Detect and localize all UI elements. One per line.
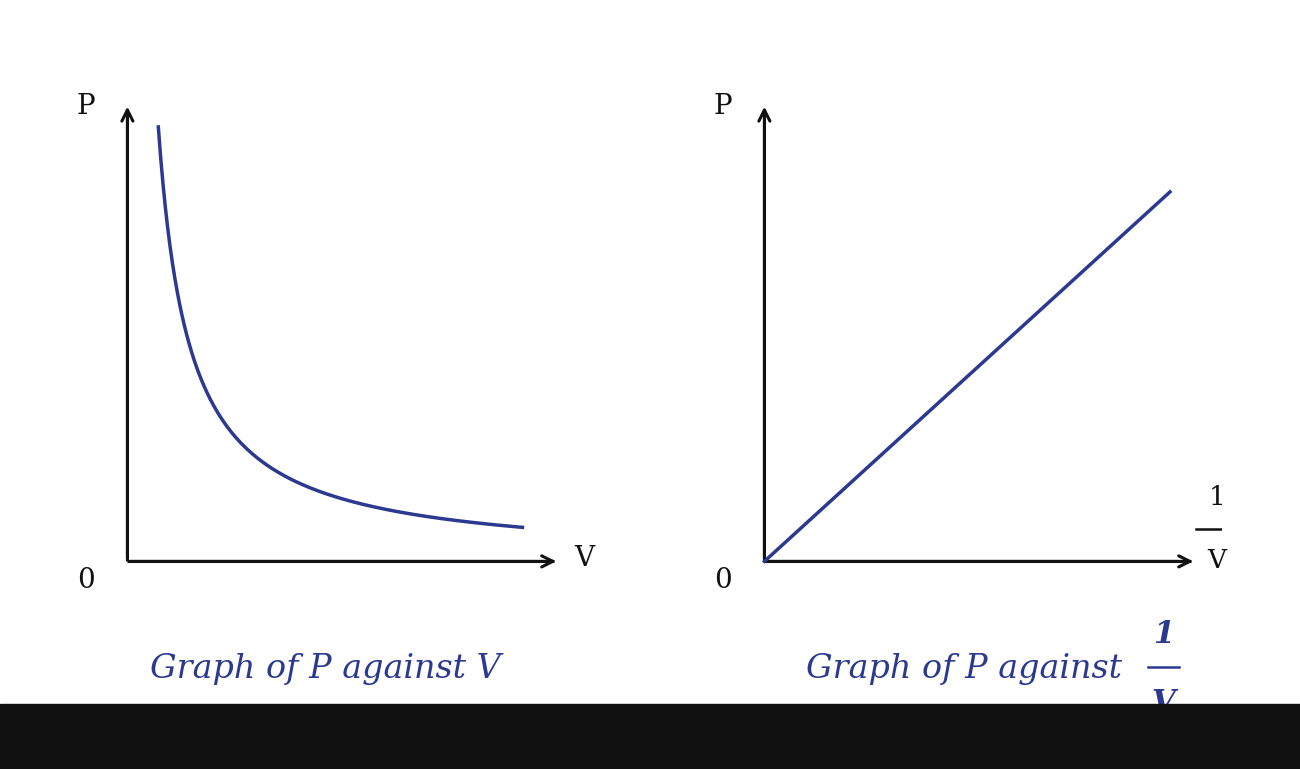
Text: 0: 0 — [77, 567, 95, 594]
Text: 1: 1 — [1153, 619, 1174, 650]
Text: 1: 1 — [1209, 485, 1225, 511]
Text: P: P — [77, 93, 95, 120]
Text: V: V — [1208, 548, 1226, 573]
Text: V: V — [1152, 688, 1175, 719]
Text: P: P — [714, 93, 732, 120]
Text: Graph of P against V: Graph of P against V — [150, 653, 500, 685]
Text: V: V — [575, 545, 594, 572]
Text: Graph of P against: Graph of P against — [806, 653, 1122, 685]
Text: 0: 0 — [714, 567, 732, 594]
